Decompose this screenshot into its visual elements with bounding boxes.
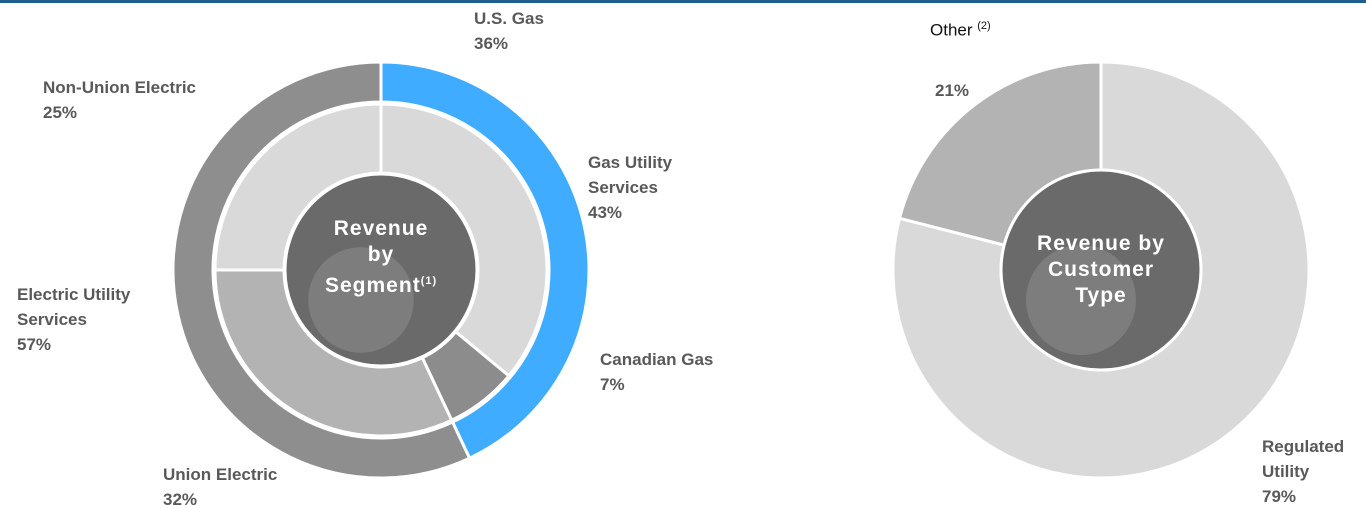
value-label: 7% xyxy=(600,375,625,394)
segment-label: Regulated Utility 79% xyxy=(1262,434,1366,508)
top-rule xyxy=(0,0,1366,3)
category-label: Canadian Gas xyxy=(600,350,714,369)
value-label: 43% xyxy=(588,203,623,222)
center-image-shade xyxy=(1026,245,1136,355)
category-label: Gas Utility Services xyxy=(588,153,673,197)
title-text: Revenue by Customer Type xyxy=(1037,232,1165,307)
center-title: Revenue by Customer Type xyxy=(1021,231,1181,309)
category-label: Non-Union Electric xyxy=(43,78,197,97)
segment-label: Other (2) xyxy=(930,14,1050,43)
segment-label: Canadian Gas 7% xyxy=(600,347,750,397)
footnote-mark: (2) xyxy=(977,20,991,32)
title-note: (1) xyxy=(420,275,438,287)
value-label: 32% xyxy=(163,490,198,508)
segment-label: Electric Utility Services 57% xyxy=(17,282,167,357)
value-label: 21% xyxy=(935,81,970,100)
value-label: 36% xyxy=(474,34,509,53)
center-image-shade xyxy=(308,247,414,353)
category-label: Regulated Utility xyxy=(1262,437,1345,481)
category-label: Union Electric xyxy=(163,465,278,484)
segment-label: Gas Utility Services 43% xyxy=(588,150,708,225)
value-label: 79% xyxy=(1262,487,1297,506)
category-label: Other xyxy=(930,20,973,40)
category-label: Electric Utility Services xyxy=(17,285,131,329)
category-label: U.S. Gas xyxy=(474,9,544,28)
title-text: Revenue by Segment xyxy=(325,217,429,297)
donut-segment xyxy=(171,60,472,480)
value-label-box: 21% xyxy=(935,78,969,103)
center-title: Revenue by Segment(1) xyxy=(325,216,437,299)
segment-label: Union Electric 32% xyxy=(163,462,323,508)
value-label: 25% xyxy=(43,103,78,122)
segment-label: Non-Union Electric 25% xyxy=(43,75,243,125)
value-label: 57% xyxy=(17,335,52,354)
segment-label: U.S. Gas 36% xyxy=(474,6,594,56)
